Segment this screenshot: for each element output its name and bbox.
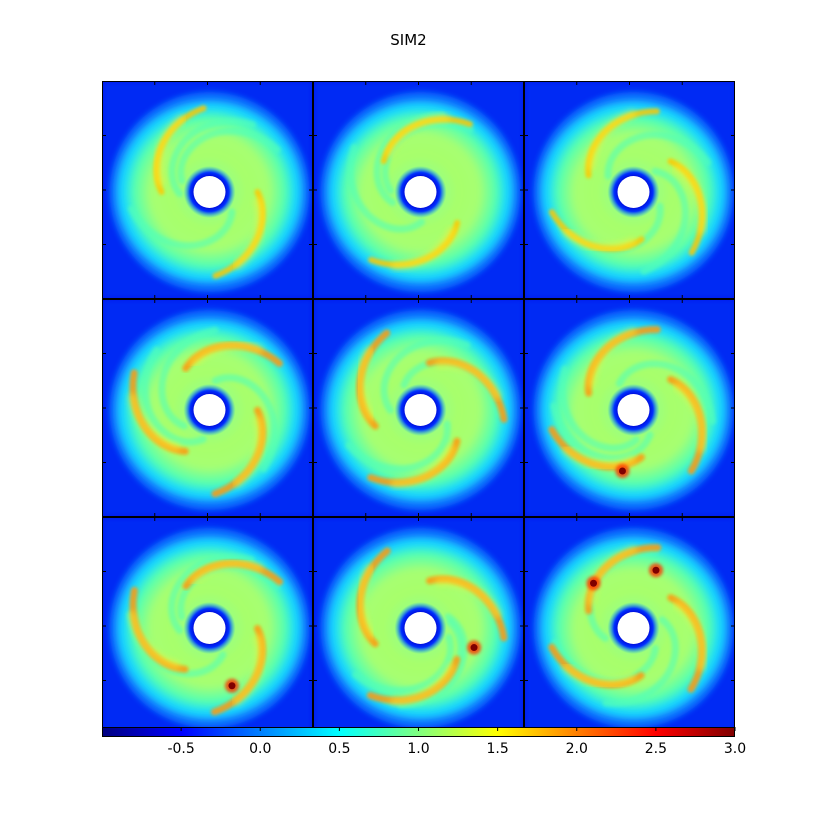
inner-cavity bbox=[617, 612, 650, 644]
interarm-streak bbox=[345, 420, 452, 473]
panel-7 bbox=[102, 517, 313, 735]
interarm-streak bbox=[127, 205, 236, 250]
panel-grid bbox=[102, 81, 735, 735]
panel-8 bbox=[313, 517, 524, 735]
interarm-streak bbox=[168, 117, 257, 198]
interarm-streak bbox=[615, 360, 717, 425]
interarm-streak bbox=[604, 131, 712, 180]
colorbar-tick-label: 1.0 bbox=[407, 741, 429, 757]
inner-cavity bbox=[617, 176, 650, 208]
panel-6 bbox=[524, 299, 735, 517]
panel-9 bbox=[524, 517, 735, 735]
interarm-streak bbox=[177, 127, 281, 185]
density-clump bbox=[618, 467, 626, 475]
interarm-streak bbox=[550, 402, 654, 462]
interarm-streak bbox=[380, 337, 471, 414]
panel-3 bbox=[524, 81, 735, 299]
interarm-streak bbox=[397, 613, 469, 710]
inner-cavity bbox=[193, 612, 226, 644]
colorbar-tick-label: 0.5 bbox=[328, 741, 350, 757]
interarm-streak bbox=[558, 365, 640, 452]
inner-cavity bbox=[404, 176, 437, 208]
colorbar-tick-label: 1.5 bbox=[486, 741, 508, 757]
colorbar-tick-label: -0.5 bbox=[167, 741, 194, 757]
interarm-streak bbox=[352, 633, 455, 695]
interarm-streak bbox=[158, 326, 219, 430]
interarm-streak bbox=[211, 374, 279, 473]
panel-1 bbox=[102, 81, 313, 299]
interarm-streak bbox=[640, 167, 689, 275]
chart-title: SIM2 bbox=[390, 31, 427, 49]
inner-cavity bbox=[193, 176, 226, 208]
colorbar-tick-label: 2.5 bbox=[645, 741, 667, 757]
density-clump bbox=[228, 682, 236, 690]
colorbar-tick-label: 0.0 bbox=[249, 741, 271, 757]
interarm-streak bbox=[141, 346, 207, 446]
inner-cavity bbox=[617, 394, 650, 426]
inner-cavity bbox=[193, 394, 226, 426]
interarm-streak bbox=[168, 553, 255, 634]
colorbar-tick-label: 3.0 bbox=[724, 741, 746, 757]
panel-5 bbox=[313, 299, 524, 517]
density-clump bbox=[590, 579, 598, 587]
colorbar-tick-label: 2.0 bbox=[566, 741, 588, 757]
inner-cavity bbox=[404, 612, 437, 644]
density-clump bbox=[652, 566, 660, 574]
interarm-streak bbox=[602, 616, 679, 707]
colorbar-gradient bbox=[102, 727, 735, 737]
interarm-streak bbox=[346, 143, 426, 233]
interarm-streak bbox=[373, 111, 446, 206]
colorbar: -0.5 0.0 0.5 1.0 1.5 2.0 2.5 3.0 bbox=[102, 727, 746, 757]
panel-2 bbox=[313, 81, 524, 299]
panel-4 bbox=[102, 299, 313, 517]
inner-cavity bbox=[404, 394, 437, 426]
density-clump bbox=[470, 644, 478, 652]
